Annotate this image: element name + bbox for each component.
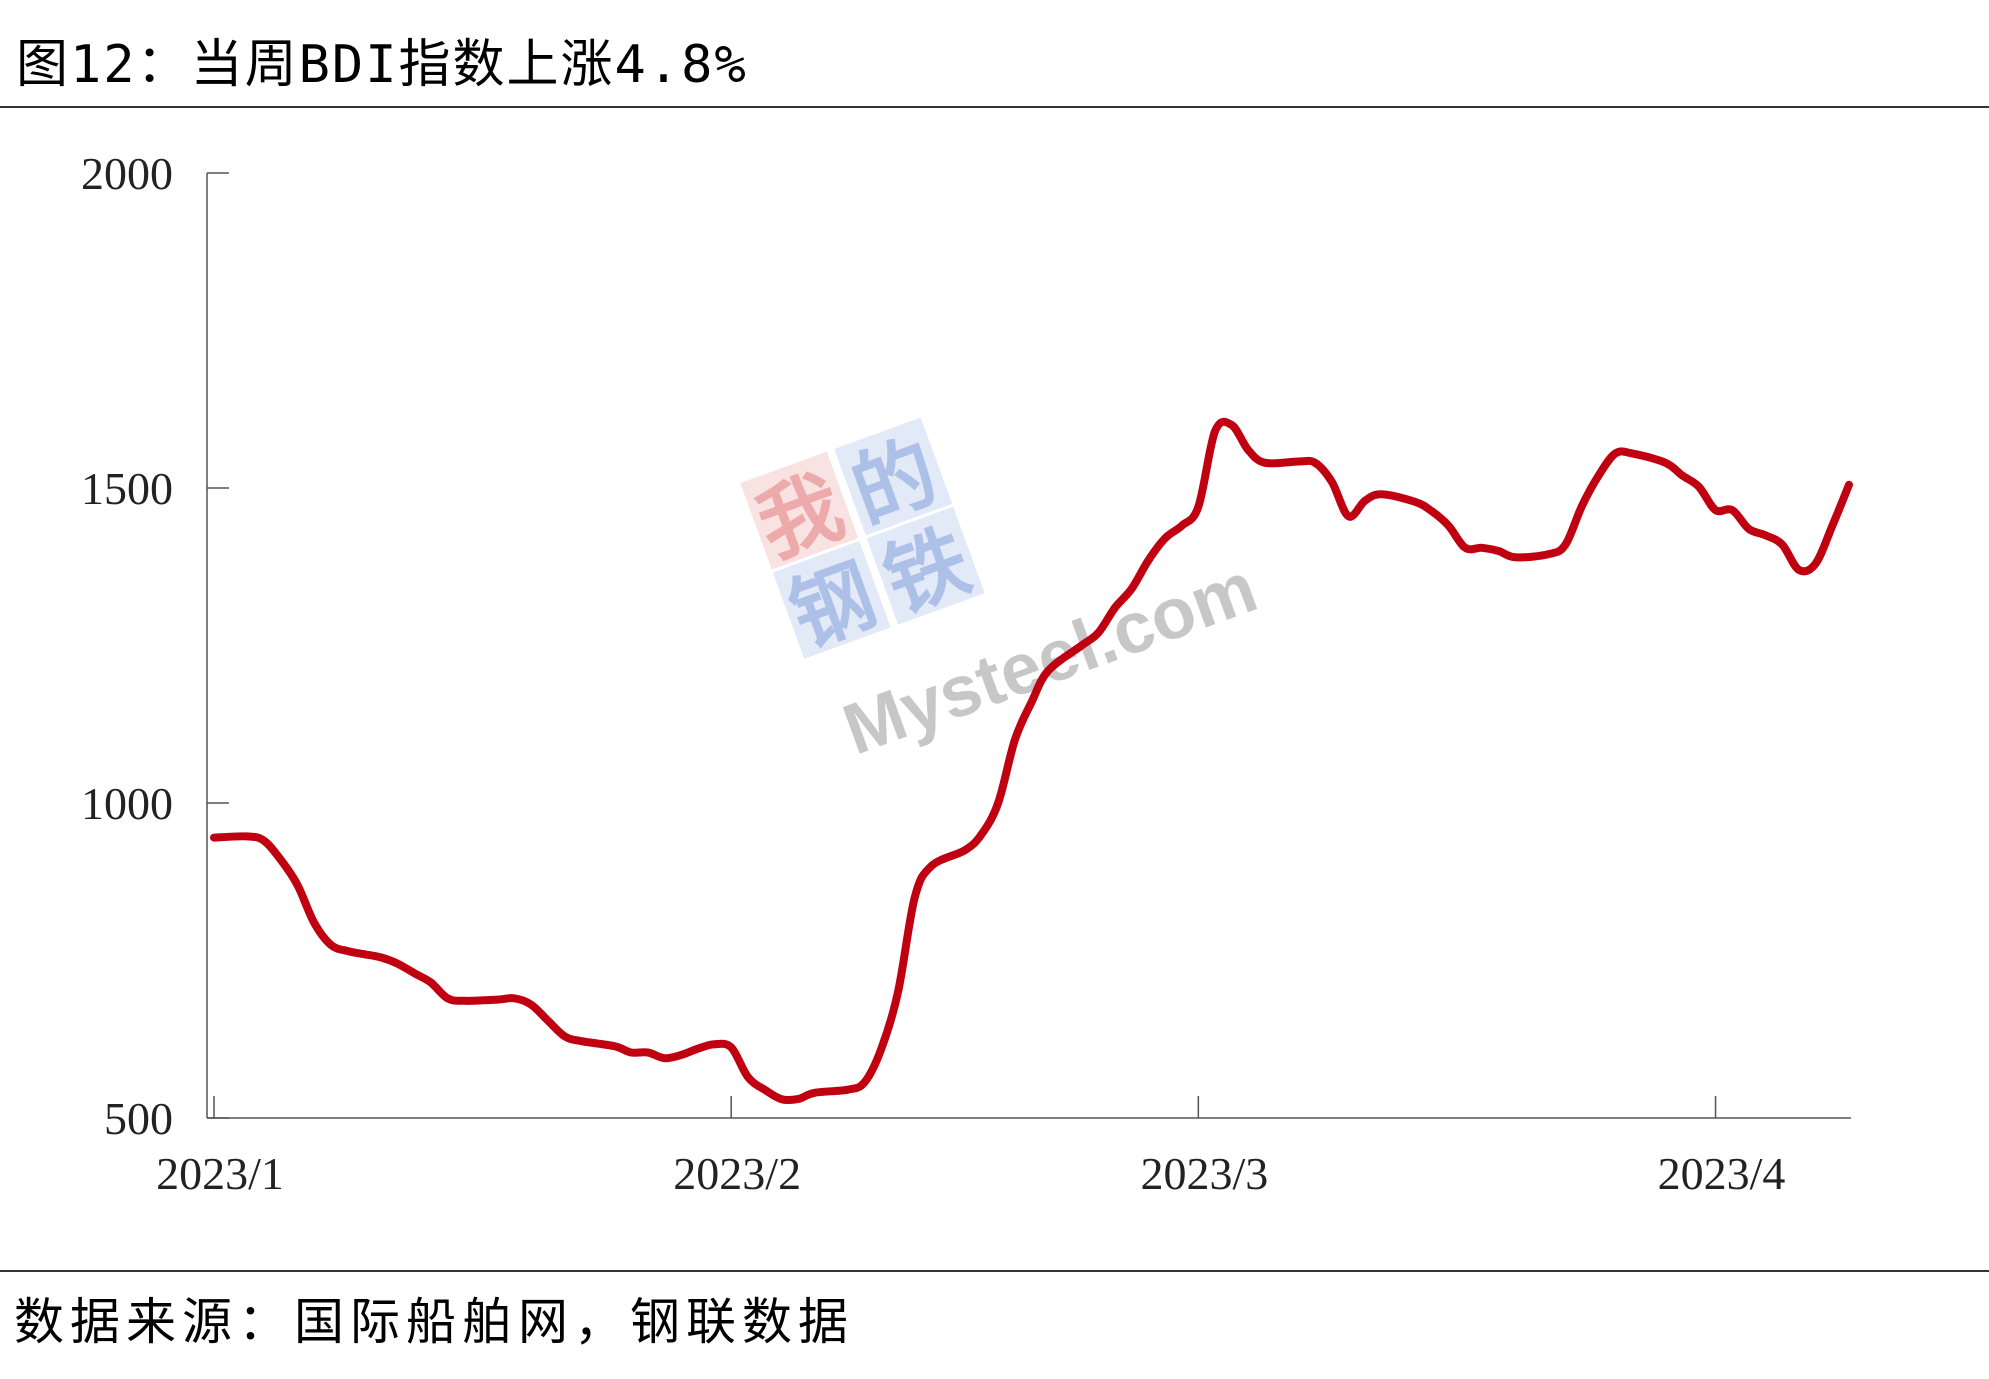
watermark-tile — [740, 451, 859, 570]
y-tick-label: 2000 — [81, 148, 173, 199]
watermark-tile — [866, 506, 985, 625]
chart-series — [210, 417, 1853, 1105]
footer-divider — [0, 1270, 1989, 1272]
x-tick-label: 2023/4 — [1658, 1148, 1786, 1199]
bdi-series-line — [210, 417, 1853, 1105]
data-source-note: 数据来源：国际船舶网，钢联数据 — [14, 1293, 854, 1351]
y-tick-label: 500 — [104, 1093, 173, 1144]
watermark-tile — [772, 540, 891, 659]
x-tick-label: 2023/1 — [156, 1148, 284, 1199]
chart-ticks: 500 1000 1500 2000 2023/1 2023/2 2023/3 2023/4 — [81, 148, 1785, 1199]
watermark-tile — [834, 417, 953, 536]
y-tick-label: 1500 — [81, 463, 173, 514]
y-tick-label: 1000 — [81, 778, 173, 829]
header-divider — [0, 106, 1989, 108]
x-tick-label: 2023/3 — [1140, 1148, 1268, 1199]
chart-axes — [206, 173, 1851, 1119]
x-tick-label: 2023/2 — [673, 1148, 801, 1199]
chart-title: 图12：当周BDI指数上涨4.8% — [16, 35, 748, 95]
